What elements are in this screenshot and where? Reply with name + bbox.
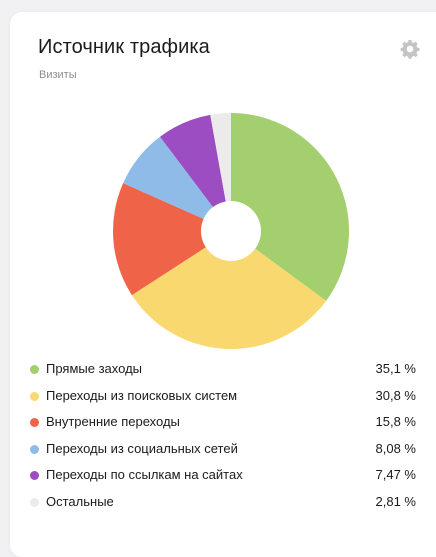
donut-chart <box>113 113 349 350</box>
widget-title: Источник трафика <box>38 36 210 58</box>
legend-item[interactable]: Переходы по ссылкам на сайтах 7,47 % <box>28 466 416 493</box>
legend-value: 30,8 % <box>375 387 416 403</box>
pie-slice-3[interactable] <box>113 183 206 296</box>
gear-icon[interactable] <box>399 38 421 60</box>
legend-label: Прямые заходы <box>46 361 143 376</box>
legend-value: 7,47 % <box>375 467 416 483</box>
pie-slice-6[interactable] <box>210 113 231 202</box>
pie-slice-4[interactable] <box>123 136 213 219</box>
legend-swatch <box>30 391 39 401</box>
pie-slice-2[interactable] <box>131 247 327 350</box>
legend-swatch <box>30 497 39 507</box>
legend-item[interactable]: Переходы из социальных сетей 8,08 % <box>28 440 416 467</box>
legend-label: Переходы по ссылкам на сайтах <box>46 467 243 483</box>
legend-swatch <box>30 418 39 428</box>
legend-value: 8,08 % <box>375 440 416 456</box>
legend-label: Переходы из социальных сетей <box>46 440 238 456</box>
widget-subtitle: Визиты <box>39 69 77 81</box>
legend-value: 15,8 % <box>375 414 416 430</box>
legend-value: 35,1 % <box>375 361 416 376</box>
legend-item[interactable]: Остальные 2,81 % <box>28 493 416 520</box>
legend-swatch <box>30 444 39 454</box>
legend-swatch <box>30 365 39 374</box>
pie-slice-1[interactable] <box>231 113 349 301</box>
legend-value: 2,81 % <box>375 493 416 509</box>
legend-item[interactable]: Прямые заходы 35,1 % <box>28 360 416 387</box>
legend-swatch <box>30 471 39 481</box>
legend-label: Переходы из поисковых систем <box>46 387 238 403</box>
legend-item[interactable]: Внутренние переходы 15,8 % <box>28 413 416 440</box>
pie-slice-5[interactable] <box>160 114 226 208</box>
legend-label: Внутренние переходы <box>46 414 180 430</box>
legend-label: Остальные <box>46 493 114 509</box>
legend-item[interactable]: Переходы из поисковых систем 30,8 % <box>28 387 416 414</box>
chart-legend: Прямые заходы 35,1 % Переходы из поисковых… <box>28 360 416 520</box>
